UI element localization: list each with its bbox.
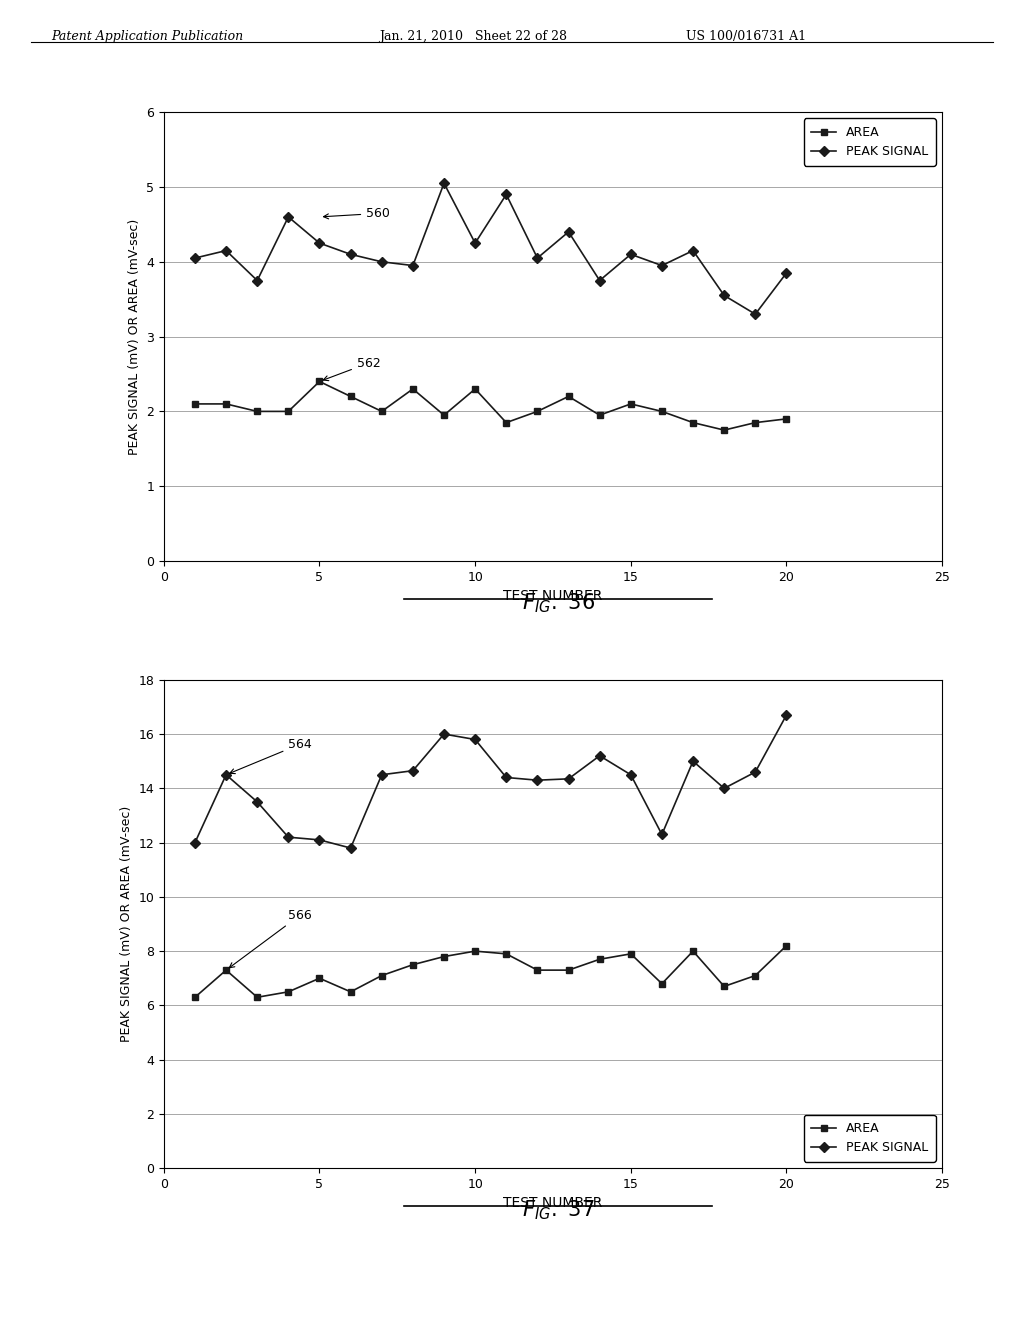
- PEAK SIGNAL: [313, 235, 326, 251]
- Legend: AREA, PEAK SIGNAL: AREA, PEAK SIGNAL: [804, 1114, 936, 1162]
- AREA: [750, 968, 762, 983]
- AREA: [313, 970, 326, 986]
- PEAK SIGNAL: [251, 273, 263, 289]
- PEAK SIGNAL: [780, 708, 793, 723]
- AREA: [687, 944, 699, 960]
- AREA: [718, 422, 730, 438]
- Text: US 100/016731 A1: US 100/016731 A1: [686, 30, 806, 44]
- AREA: [407, 381, 419, 397]
- X-axis label: TEST NUMBER: TEST NUMBER: [503, 1196, 603, 1210]
- PEAK SIGNAL: [283, 829, 295, 845]
- PEAK SIGNAL: [625, 767, 637, 783]
- AREA: [531, 962, 544, 978]
- AREA: [780, 937, 793, 953]
- AREA: [718, 978, 730, 994]
- AREA: [469, 944, 481, 960]
- AREA: [625, 946, 637, 962]
- Text: 566: 566: [229, 908, 312, 968]
- AREA: [188, 396, 201, 412]
- PEAK SIGNAL: [500, 770, 512, 785]
- PEAK SIGNAL: [500, 186, 512, 202]
- AREA: [750, 414, 762, 430]
- PEAK SIGNAL: [438, 726, 451, 742]
- PEAK SIGNAL: [750, 764, 762, 780]
- Text: 562: 562: [324, 356, 381, 380]
- PEAK SIGNAL: [376, 253, 388, 269]
- AREA: [376, 968, 388, 983]
- AREA: [500, 414, 512, 430]
- AREA: [283, 404, 295, 420]
- PEAK SIGNAL: [655, 826, 668, 842]
- PEAK SIGNAL: [188, 834, 201, 850]
- PEAK SIGNAL: [407, 763, 419, 779]
- Legend: AREA, PEAK SIGNAL: AREA, PEAK SIGNAL: [804, 119, 936, 166]
- AREA: [531, 404, 544, 420]
- Y-axis label: PEAK SIGNAL (mV) OR AREA (mV-sec): PEAK SIGNAL (mV) OR AREA (mV-sec): [120, 807, 133, 1041]
- PEAK SIGNAL: [531, 251, 544, 267]
- PEAK SIGNAL: [188, 251, 201, 267]
- Text: Jan. 21, 2010   Sheet 22 of 28: Jan. 21, 2010 Sheet 22 of 28: [379, 30, 567, 44]
- AREA: [188, 990, 201, 1006]
- AREA: [251, 404, 263, 420]
- PEAK SIGNAL: [251, 795, 263, 810]
- PEAK SIGNAL: [469, 235, 481, 251]
- AREA: [376, 404, 388, 420]
- PEAK SIGNAL: [625, 247, 637, 263]
- Y-axis label: PEAK SIGNAL (mV) OR AREA (mV-sec): PEAK SIGNAL (mV) OR AREA (mV-sec): [128, 219, 140, 454]
- AREA: [780, 411, 793, 426]
- PEAK SIGNAL: [438, 176, 451, 191]
- Line: PEAK SIGNAL: PEAK SIGNAL: [191, 180, 790, 318]
- AREA: [562, 962, 574, 978]
- AREA: [313, 374, 326, 389]
- PEAK SIGNAL: [687, 243, 699, 259]
- PEAK SIGNAL: [407, 257, 419, 273]
- Text: $\it{F_{IG}.\ 36}$: $\it{F_{IG}.\ 36}$: [521, 591, 595, 615]
- Text: Patent Application Publication: Patent Application Publication: [51, 30, 244, 44]
- PEAK SIGNAL: [562, 224, 574, 240]
- PEAK SIGNAL: [220, 243, 232, 259]
- Line: AREA: AREA: [191, 942, 790, 1001]
- AREA: [562, 388, 574, 404]
- AREA: [625, 396, 637, 412]
- PEAK SIGNAL: [718, 780, 730, 796]
- PEAK SIGNAL: [562, 771, 574, 787]
- AREA: [251, 990, 263, 1006]
- AREA: [594, 952, 606, 968]
- AREA: [469, 381, 481, 397]
- PEAK SIGNAL: [376, 767, 388, 783]
- AREA: [500, 946, 512, 962]
- AREA: [220, 962, 232, 978]
- AREA: [655, 404, 668, 420]
- PEAK SIGNAL: [718, 288, 730, 304]
- PEAK SIGNAL: [344, 840, 356, 855]
- PEAK SIGNAL: [469, 731, 481, 747]
- PEAK SIGNAL: [344, 247, 356, 263]
- AREA: [438, 949, 451, 965]
- AREA: [594, 408, 606, 424]
- PEAK SIGNAL: [283, 209, 295, 224]
- AREA: [220, 396, 232, 412]
- PEAK SIGNAL: [687, 754, 699, 770]
- Text: 564: 564: [229, 738, 312, 774]
- Line: AREA: AREA: [191, 378, 790, 433]
- PEAK SIGNAL: [750, 306, 762, 322]
- AREA: [655, 975, 668, 991]
- PEAK SIGNAL: [531, 772, 544, 788]
- PEAK SIGNAL: [780, 265, 793, 281]
- PEAK SIGNAL: [313, 832, 326, 847]
- PEAK SIGNAL: [594, 273, 606, 289]
- AREA: [407, 957, 419, 973]
- Line: PEAK SIGNAL: PEAK SIGNAL: [191, 711, 790, 851]
- Text: 560: 560: [324, 207, 390, 220]
- PEAK SIGNAL: [220, 767, 232, 783]
- AREA: [344, 388, 356, 404]
- PEAK SIGNAL: [594, 748, 606, 764]
- Text: $\it{F_{IG}.\ 37}$: $\it{F_{IG}.\ 37}$: [522, 1199, 594, 1222]
- AREA: [344, 983, 356, 999]
- AREA: [283, 983, 295, 999]
- AREA: [438, 408, 451, 424]
- AREA: [687, 414, 699, 430]
- X-axis label: TEST NUMBER: TEST NUMBER: [503, 589, 603, 603]
- PEAK SIGNAL: [655, 257, 668, 273]
